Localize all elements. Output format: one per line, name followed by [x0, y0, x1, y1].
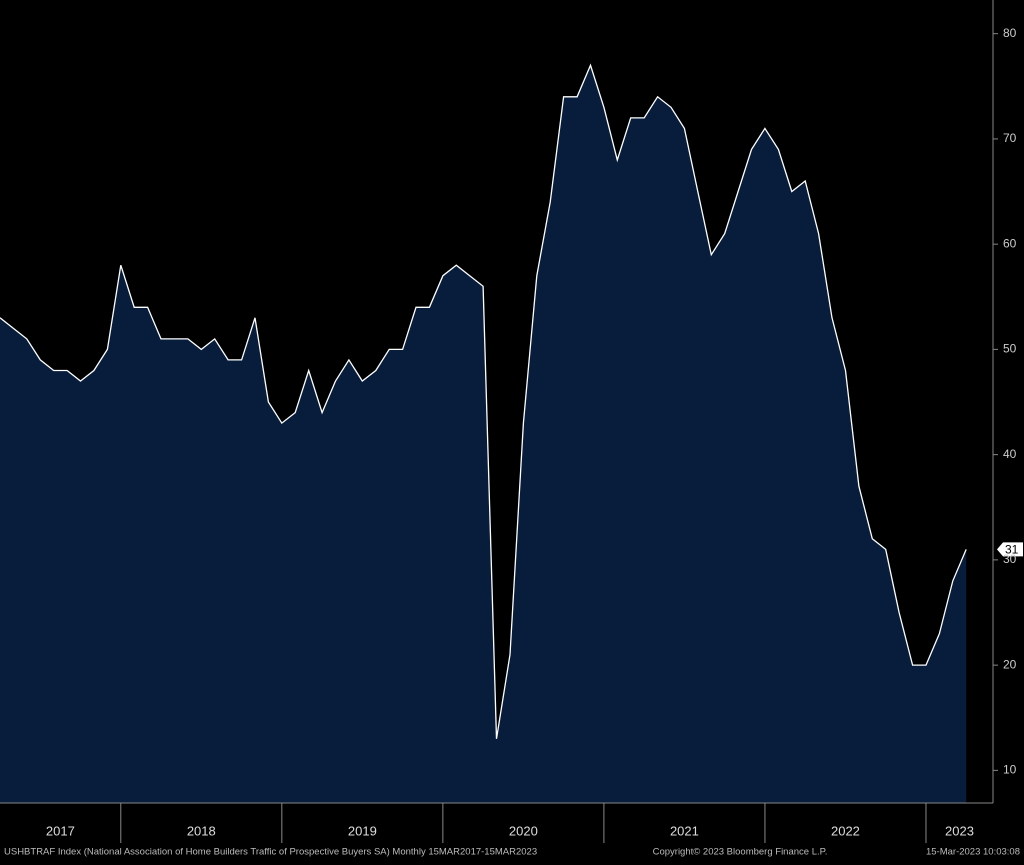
- x-tick-label: 2020: [509, 823, 538, 838]
- last-value-label: 31: [1005, 543, 1019, 557]
- x-tick-label: 2017: [46, 823, 75, 838]
- x-tick-label: 2019: [348, 823, 377, 838]
- y-tick-label: 40: [1003, 447, 1017, 461]
- footer-left: USHBTRAF Index (National Association of …: [4, 847, 537, 858]
- footer-center: Copyright© 2023 Bloomberg Finance L.P.: [653, 847, 828, 858]
- last-value-tag: [997, 542, 1023, 557]
- y-tick-label: 50: [1003, 342, 1017, 356]
- y-tick-label: 60: [1003, 236, 1017, 250]
- y-tick-label: 70: [1003, 131, 1017, 145]
- x-tick-label: 2022: [831, 823, 860, 838]
- x-tick-label: 2021: [670, 823, 699, 838]
- y-tick-label: 30: [1003, 552, 1017, 566]
- y-tick-label: 80: [1003, 26, 1017, 40]
- footer-right: 15-Mar-2023 10:03:08: [926, 847, 1020, 858]
- x-tick-label: 2018: [187, 823, 216, 838]
- y-tick-label: 10: [1003, 763, 1017, 777]
- area-line: [0, 63, 967, 739]
- y-tick-label: 20: [1003, 657, 1017, 671]
- area-fill: [0, 65, 967, 804]
- x-tick-label: 2023: [945, 823, 974, 838]
